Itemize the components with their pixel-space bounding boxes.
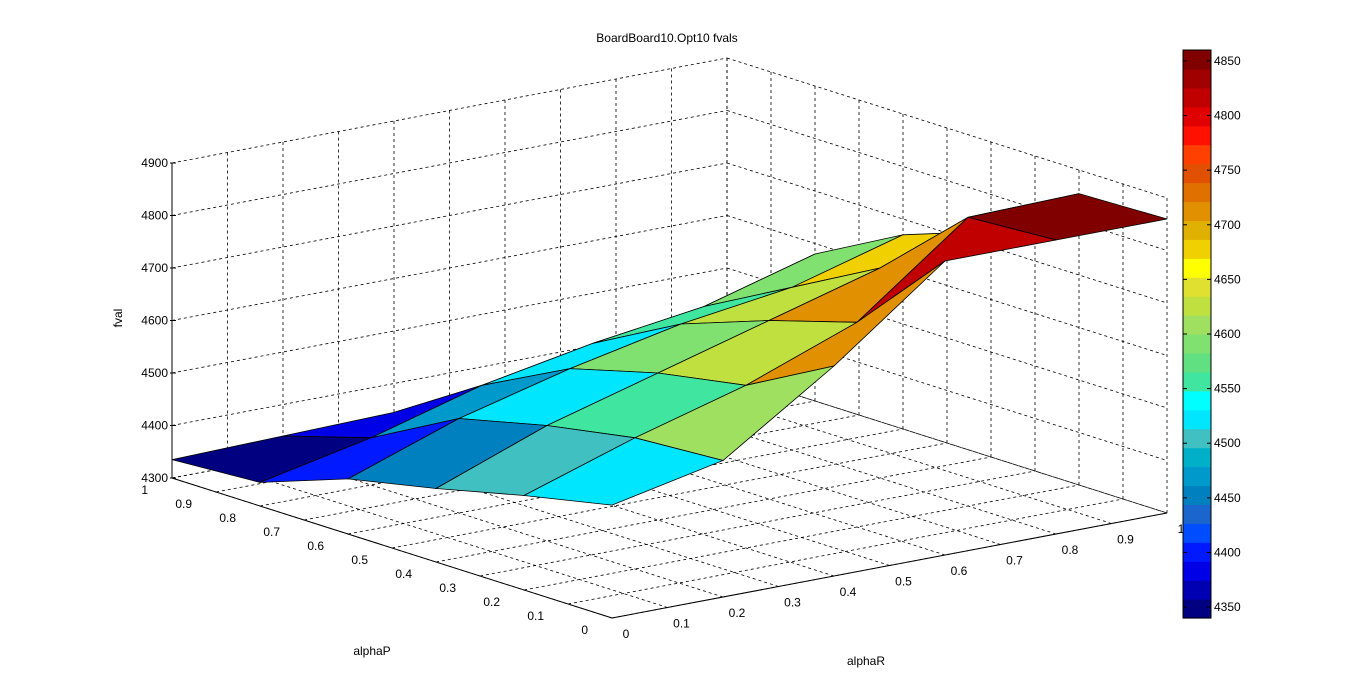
colorbar-segment bbox=[1183, 390, 1211, 411]
x-tick-label: 0.1 bbox=[673, 617, 690, 631]
colorbar-segment bbox=[1183, 258, 1211, 278]
colorbar-tick-label: 4750 bbox=[1214, 163, 1241, 177]
z-axis-label: fval bbox=[111, 309, 125, 328]
colorbar-segment bbox=[1183, 485, 1211, 505]
grid-line bbox=[171, 162, 728, 269]
y-tick-label: 0 bbox=[581, 623, 588, 637]
x-tick-label: 0.6 bbox=[951, 564, 968, 578]
z-tick-label: 4700 bbox=[141, 261, 168, 275]
grid-line bbox=[523, 484, 1080, 591]
colorbar-segment bbox=[1183, 561, 1211, 581]
colorbar-segment bbox=[1183, 523, 1211, 543]
y-axis-label: alphaP bbox=[353, 644, 390, 658]
colorbar-tick-label: 4400 bbox=[1214, 545, 1241, 559]
colorbar-segment bbox=[1183, 504, 1211, 524]
x-tick-label: 0.9 bbox=[1117, 533, 1134, 547]
y-tick-label: 0.5 bbox=[351, 553, 368, 567]
y-axis-line bbox=[171, 477, 613, 619]
colorbar-segment bbox=[1183, 163, 1211, 184]
colorbar-tick-label: 4850 bbox=[1214, 54, 1241, 68]
colorbar-segment bbox=[1183, 315, 1211, 335]
y-tick-label: 0.7 bbox=[263, 525, 280, 539]
colorbar-segment bbox=[1183, 144, 1211, 165]
z-tick-label: 4900 bbox=[141, 156, 168, 170]
grid-line bbox=[171, 110, 728, 216]
colorbar-segment bbox=[1183, 125, 1211, 146]
colorbar-tick-label: 4500 bbox=[1214, 436, 1241, 450]
grid-line bbox=[435, 456, 992, 563]
colorbar-segment bbox=[1183, 542, 1211, 562]
x-tick-label: 1 bbox=[1178, 522, 1185, 536]
y-tick-label: 0.8 bbox=[219, 511, 236, 525]
surface bbox=[171, 193, 1168, 506]
x-tick-label: 0.7 bbox=[1006, 554, 1023, 568]
x-tick-label: 0 bbox=[623, 627, 630, 641]
grid-line bbox=[282, 456, 724, 598]
colorbar-tick-label: 4650 bbox=[1214, 272, 1241, 286]
x-axis-label: alphaR bbox=[847, 654, 885, 668]
y-tick-label: 0.4 bbox=[395, 567, 412, 581]
z-tick-label: 4300 bbox=[141, 471, 168, 485]
colorbar-segment bbox=[1183, 352, 1211, 373]
tick-labels: 0 0.1 0.2 0.3 0.4 0.5 0.6 0.7 0.8 0.9 1 0 0.1 0.2 0.3 0… bbox=[141, 156, 1184, 641]
z-tick-label: 4500 bbox=[141, 366, 168, 380]
colorbar-segment bbox=[1183, 409, 1211, 430]
colorbar-tick-label: 4800 bbox=[1214, 109, 1241, 123]
colorbar-tick-label: 4600 bbox=[1214, 327, 1241, 341]
grid-line bbox=[567, 498, 1124, 605]
colorbar-segment bbox=[1183, 580, 1211, 600]
colorbar-segment bbox=[1183, 182, 1211, 203]
x-tick-label: 0.4 bbox=[840, 585, 857, 599]
x-tick-label: 0.3 bbox=[784, 596, 801, 610]
y-tick-label: 0.2 bbox=[483, 595, 500, 609]
colorbar-tick-label: 4550 bbox=[1214, 382, 1241, 396]
y-tick-label: 0.3 bbox=[439, 581, 456, 595]
grid-line bbox=[726, 57, 1168, 199]
z-tick-label: 4600 bbox=[141, 314, 168, 328]
colorbar-tick-label: 4700 bbox=[1214, 218, 1241, 232]
y-tick-label: 0.1 bbox=[527, 609, 544, 623]
colorbar-segment bbox=[1183, 87, 1211, 108]
y-tick-label: 0.9 bbox=[175, 497, 192, 511]
colorbar-segment bbox=[1183, 201, 1211, 221]
x-tick-label: 0.5 bbox=[895, 575, 912, 589]
colorbar-segment bbox=[1183, 106, 1211, 127]
colorbar-tick-label: 4350 bbox=[1214, 600, 1241, 614]
colorbar-segment bbox=[1183, 371, 1211, 392]
grid-line bbox=[726, 215, 1168, 356]
colorbar-segment bbox=[1183, 50, 1211, 70]
surface-patch bbox=[522, 437, 725, 506]
grid-line bbox=[171, 57, 728, 164]
colorbar-segment bbox=[1183, 220, 1211, 240]
x-tick-label: 0.8 bbox=[1062, 543, 1079, 557]
colorbar-segment bbox=[1183, 296, 1211, 316]
z-tick-label: 4800 bbox=[141, 209, 168, 223]
colorbar-segment bbox=[1183, 239, 1211, 259]
colorbar-segment bbox=[1183, 68, 1211, 89]
colorbar: 4350 4400 4450 4500 4550 4600 4650 4700 4750 4800… bbox=[1182, 49, 1241, 619]
grid-line bbox=[726, 320, 1168, 461]
grid-line bbox=[171, 267, 728, 374]
colorbar-segment bbox=[1183, 277, 1211, 297]
y-tick-label: 1 bbox=[141, 483, 148, 497]
grid-line bbox=[391, 442, 948, 549]
colorbar-segment bbox=[1183, 447, 1211, 468]
grid-line bbox=[171, 215, 728, 321]
x-tick-label: 0.2 bbox=[729, 606, 746, 620]
x-axis-line bbox=[611, 512, 1168, 619]
chart-title: BoardBoard10.Opt10 fvals bbox=[596, 31, 737, 45]
colorbar-segment bbox=[1183, 428, 1211, 449]
colorbar-tick-label: 4450 bbox=[1214, 491, 1241, 505]
y-tick-label: 0.6 bbox=[307, 539, 324, 553]
grid-line bbox=[726, 267, 1168, 409]
colorbar-segment bbox=[1183, 466, 1211, 487]
grid-line bbox=[479, 470, 1036, 577]
z-tick-label: 4400 bbox=[141, 419, 168, 433]
colorbar-segment bbox=[1183, 334, 1211, 354]
colorbar-segment bbox=[1183, 599, 1211, 619]
grid-line bbox=[726, 372, 1168, 514]
